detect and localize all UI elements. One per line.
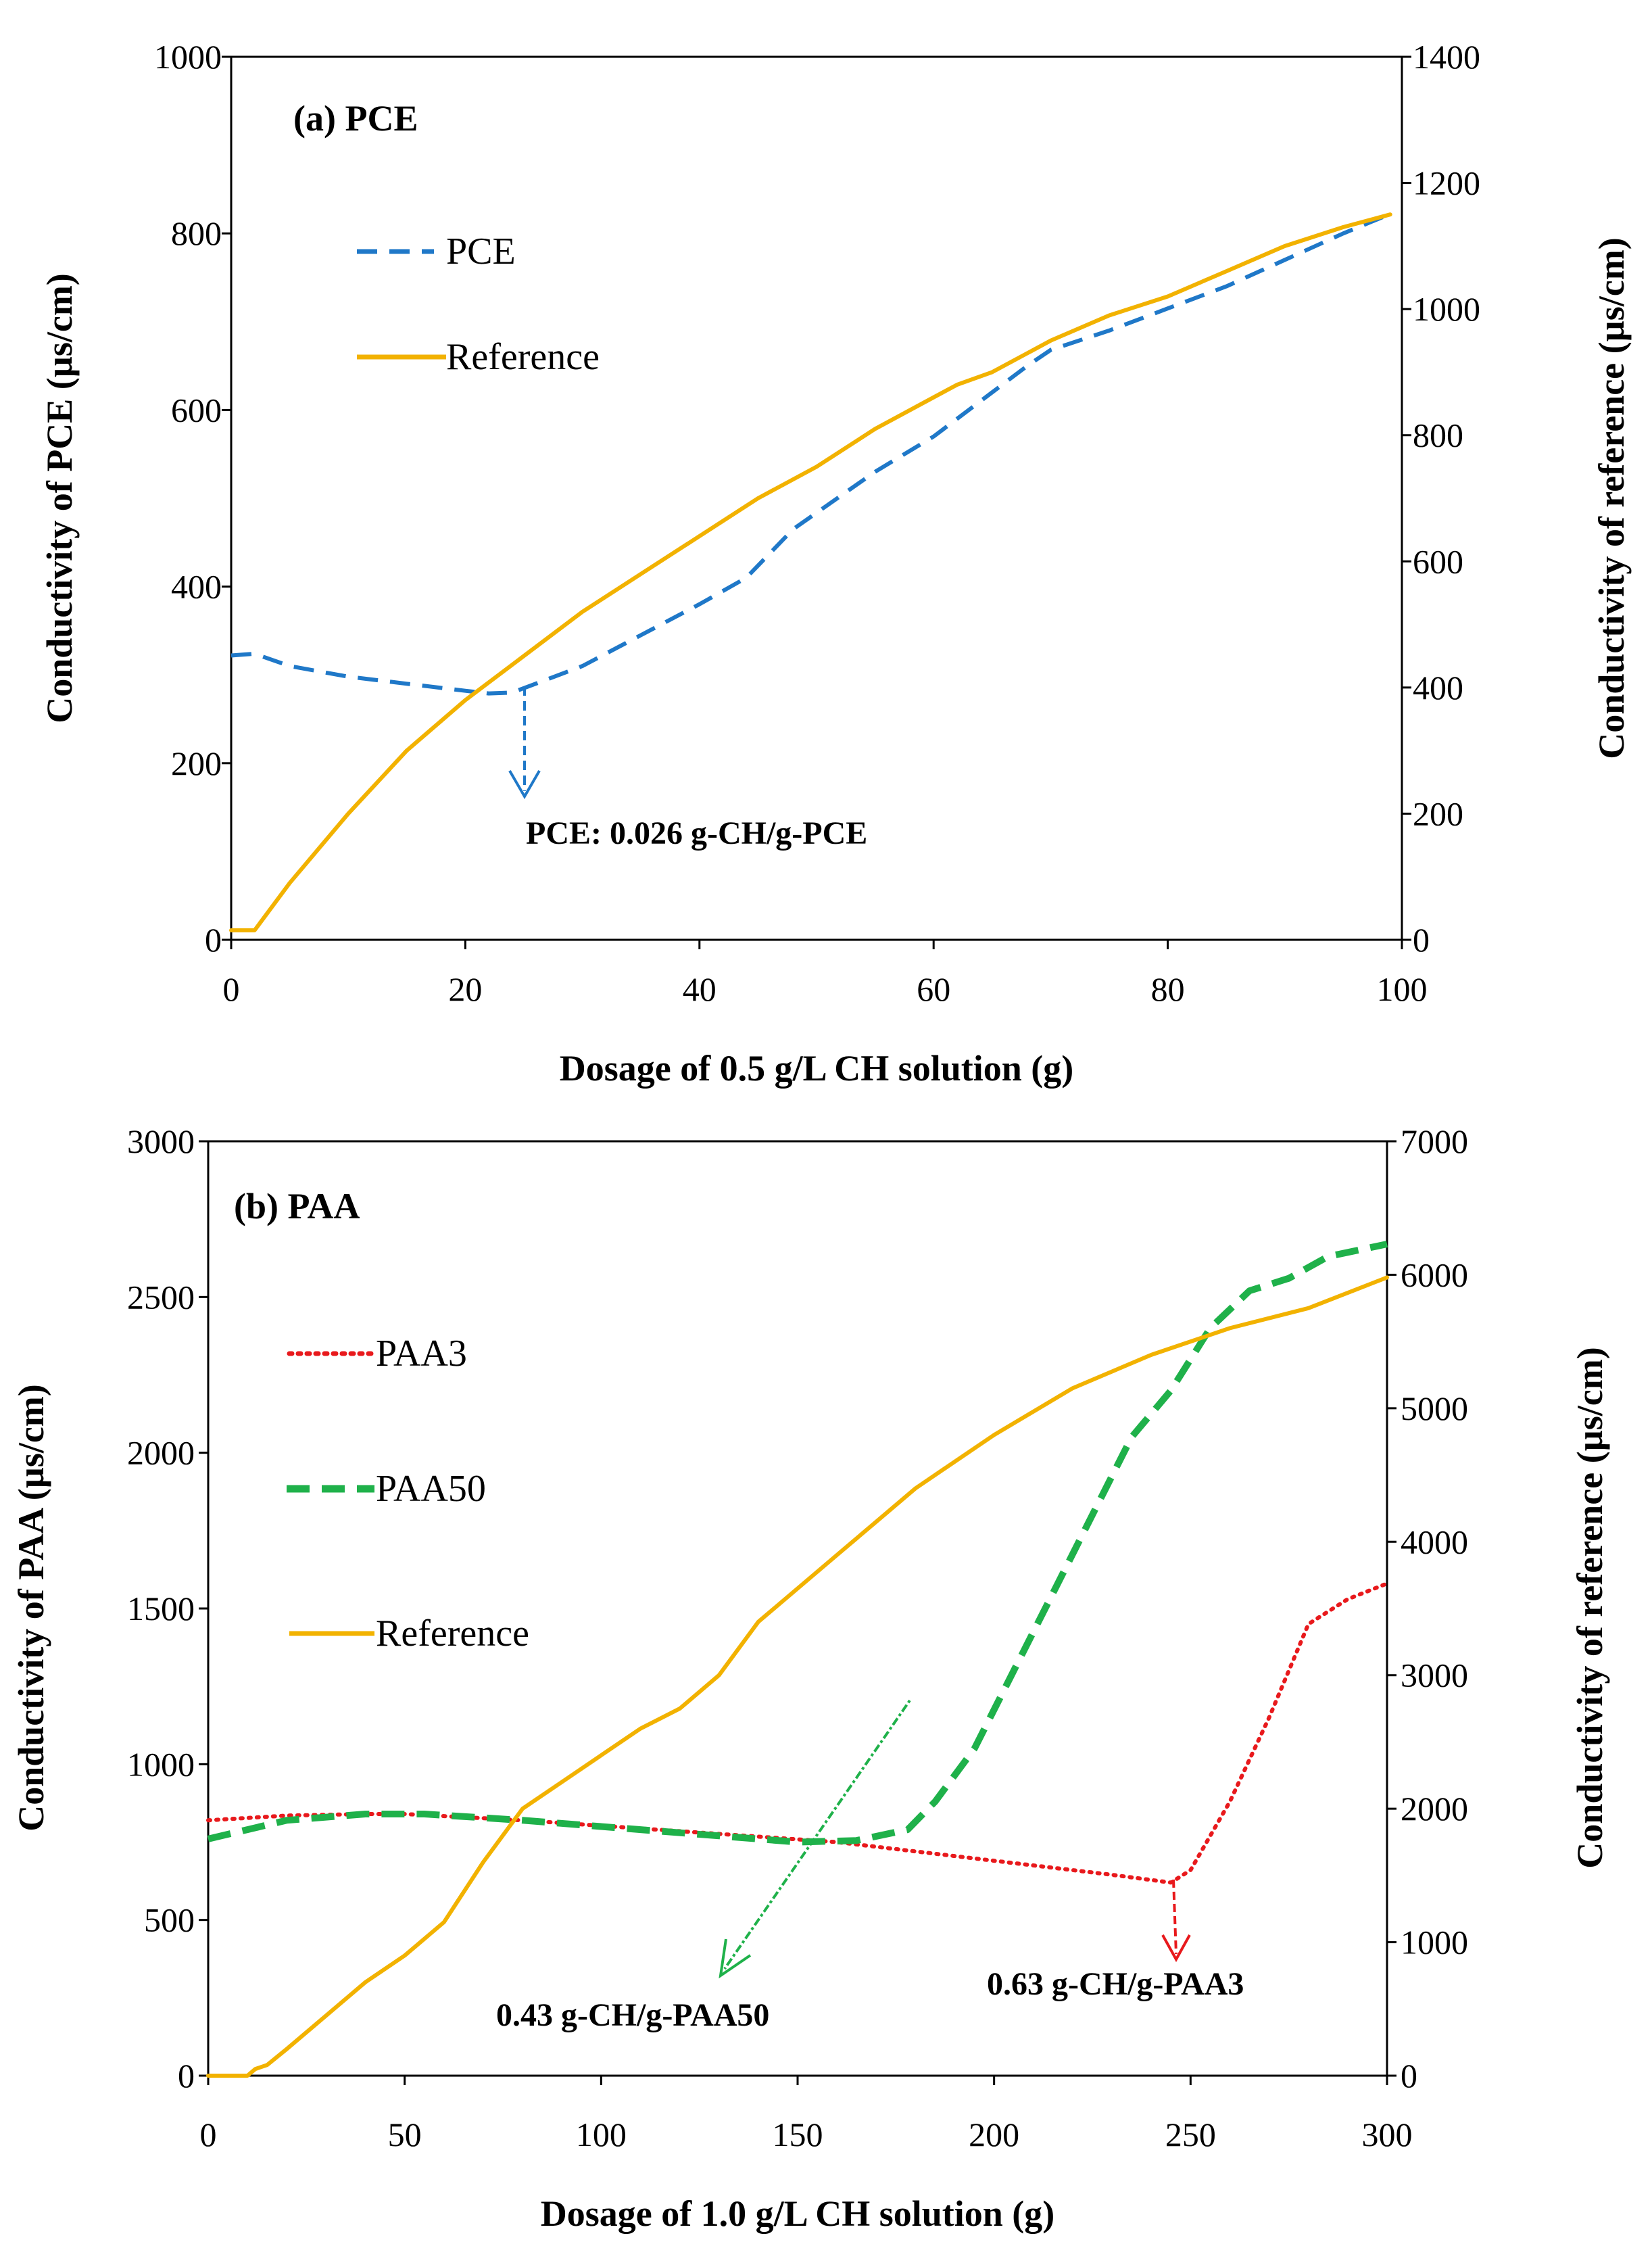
x-tick-label: 150 [773, 2116, 823, 2153]
y-tick-label-left: 2000 [127, 1434, 195, 1472]
y-tick-label-left: 500 [144, 1901, 195, 1939]
x-axis-title: Dosage of 0.5 g/L CH solution (g) [560, 1048, 1074, 1089]
axes-ticks: 0 50 100 150 200 250 3000500100015002000250030… [127, 1122, 1468, 2153]
y-tick-label-right: 1000 [1413, 290, 1480, 328]
annotation-pce-dosage: PCE: 0.026 g-CH/g-PCE [526, 815, 867, 851]
x-tick-label: 300 [1362, 2116, 1413, 2153]
y-axis-title-right: Conductivity of reference (µs/cm) [1570, 1347, 1610, 1868]
x-tick-label: 20 [448, 970, 482, 1008]
annotation-arrow-pce [508, 686, 541, 799]
series-line-reference [229, 212, 1392, 932]
y-tick-label-right: 1000 [1401, 1924, 1468, 1961]
y-tick-label-right: 5000 [1401, 1389, 1468, 1427]
legend-label-paa3: PAA3 [376, 1333, 467, 1375]
y-tick-label-right: 200 [1413, 794, 1463, 832]
x-tick-label: 0 [223, 970, 240, 1008]
y-tick-label-right: 4000 [1401, 1523, 1468, 1560]
y-tick-label-left: 600 [171, 391, 222, 429]
y-tick-label-left: 200 [171, 744, 222, 782]
legend: PAA3 PAA50 Reference [287, 1333, 529, 1654]
y-tick-label-left: 400 [171, 568, 222, 606]
y-tick-label-left: 3000 [127, 1122, 195, 1160]
y-tick-label-right: 7000 [1401, 1122, 1468, 1160]
y-tick-label-left: 1500 [127, 1590, 195, 1627]
y-tick-label-left: 2500 [127, 1278, 195, 1316]
x-tick-label: 100 [1377, 970, 1428, 1008]
legend: PCE Reference [357, 231, 600, 378]
series-line-paa50 [207, 1241, 1388, 1846]
y-tick-label-right: 0 [1401, 2057, 1417, 2095]
y-tick-label-right: 800 [1413, 416, 1463, 454]
y-tick-label-left: 1000 [154, 38, 222, 76]
legend-label-reference: Reference [376, 1613, 529, 1654]
panel-b-paa: 0 50 100 150 200 250 3000500100015002000250030… [11, 1122, 1610, 2234]
y-axis-title-left: Conductivity of PAA (µs/cm) [11, 1384, 51, 1832]
y-tick-label-right: 2000 [1401, 1790, 1468, 1828]
series-line-reference [206, 1275, 1389, 2078]
x-tick-label: 50 [388, 2116, 422, 2153]
x-tick-label: 100 [576, 2116, 627, 2153]
y-tick-label-left: 1000 [127, 1745, 195, 1783]
legend-label-paa50: PAA50 [376, 1468, 486, 1510]
annotation-paa50-dosage: 0.43 g-CH/g-PAA50 [496, 1997, 769, 2033]
panel-label: (a) PCE [293, 98, 418, 139]
y-tick-label-left: 800 [171, 214, 222, 252]
annotation-arrow-paa3 [1161, 1879, 1191, 1963]
plot-area-frame [207, 1140, 1388, 2077]
y-axis-title-left: Conductivity of PCE (µs/cm) [39, 273, 80, 723]
series-group [206, 1241, 1389, 2078]
y-tick-label-right: 0 [1413, 921, 1430, 959]
y-tick-label-right: 6000 [1401, 1256, 1468, 1293]
x-tick-label: 60 [917, 970, 950, 1008]
annotation-arrow-paa50 [719, 1699, 911, 1979]
panel-a-pce: 0 20 40 60 80 1000200400600800100002004006008… [39, 38, 1632, 1089]
x-tick-label: 0 [200, 2116, 217, 2153]
series-group [229, 212, 1392, 932]
x-tick-label: 40 [683, 970, 716, 1008]
y-tick-label-left: 0 [205, 921, 222, 959]
y-tick-label-left: 0 [178, 2057, 195, 2095]
plot-area-frame [230, 55, 1403, 941]
x-tick-label: 80 [1151, 970, 1185, 1008]
y-tick-label-right: 600 [1413, 542, 1463, 580]
legend-label-pce: PCE [446, 231, 516, 272]
axes-ticks: 0 20 40 60 80 1000200400600800100002004006008… [154, 38, 1480, 1008]
x-tick-label: 250 [1165, 2116, 1216, 2153]
panel-label: (b) PAA [234, 1186, 360, 1226]
x-axis-title: Dosage of 1.0 g/L CH solution (g) [541, 2193, 1055, 2234]
y-tick-label-right: 1400 [1413, 38, 1480, 76]
x-tick-label: 200 [969, 2116, 1019, 2153]
y-tick-label-right: 1200 [1413, 164, 1480, 202]
series-line-pce [230, 212, 1391, 696]
y-axis-title-right: Conductivity of reference (µs/cm) [1591, 237, 1632, 759]
y-tick-label-right: 400 [1413, 669, 1463, 707]
y-tick-label-right: 3000 [1401, 1656, 1468, 1694]
legend-label-reference: Reference [446, 336, 600, 378]
annotation-paa3-dosage: 0.63 g-CH/g-PAA3 [987, 1966, 1244, 2002]
